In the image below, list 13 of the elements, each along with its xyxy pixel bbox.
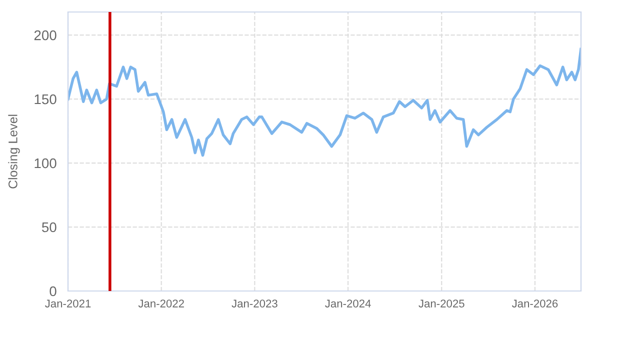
y-tick-label: 150 <box>34 94 56 104</box>
y-tick-label: 50 <box>42 222 56 232</box>
x-tick-label: Jan-2025 <box>418 300 464 308</box>
x-tick-label: Jan-2021 <box>45 300 91 308</box>
y-axis-title: Closing Level <box>8 114 20 188</box>
x-tick-label: Jan-2026 <box>512 300 558 308</box>
x-tick-label: Jan-2024 <box>325 300 371 308</box>
y-tick-label: 0 <box>50 286 56 296</box>
y-tick-label: 200 <box>34 30 56 40</box>
x-tick-label: Jan-2022 <box>138 300 184 308</box>
x-tick-label: Jan-2023 <box>232 300 278 308</box>
line-series <box>68 48 581 157</box>
y-tick-label: 100 <box>34 158 56 168</box>
